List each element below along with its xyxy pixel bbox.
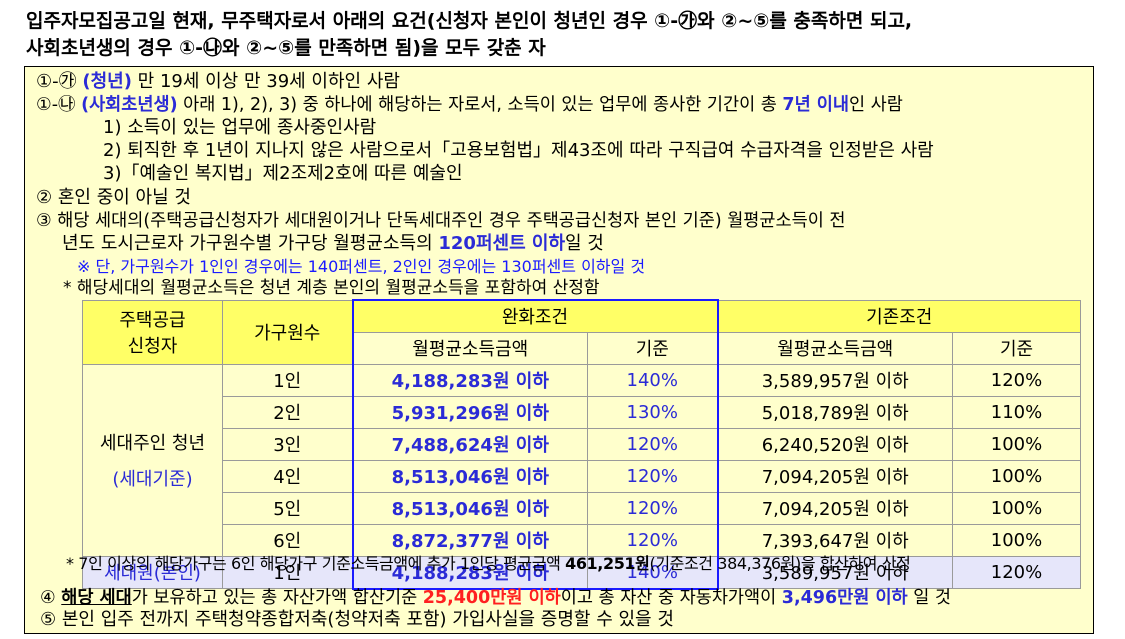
sub-item-2: 2) 퇴직한 후 1년이 지나지 않은 사람으로서「고용보험법」제43조에 따라… xyxy=(103,140,934,161)
relaxed-pct-cell: 140% xyxy=(587,555,719,590)
table-row: 세대주인 청년 (세대기준) 1인 4,188,283원 이하 140% 3,5… xyxy=(82,363,1081,557)
req-3-suffix: 일 것 xyxy=(565,233,604,254)
existing-income-cell: 6,240,520원 이하 xyxy=(717,427,953,461)
heading: 입주자모집공고일 현재, 무주택자로서 아래의 요건(신청자 본인이 청년인 경… xyxy=(26,8,1116,62)
req-1a: ①-㉮ (청년) 만 19세 이상 만 39세 이하인 사람 xyxy=(36,71,400,93)
relaxed-income-cell: 5,931,296원 이하 xyxy=(351,395,588,429)
group-head-member: 세대원(본인) xyxy=(82,555,223,589)
header-applicant-line-2: 신청자 xyxy=(127,336,178,357)
header-relaxed-income: 월평균소득금액 xyxy=(351,331,588,365)
relaxed-income-cell: 7,488,624원 이하 xyxy=(351,427,588,461)
existing-pct-cell: 100% xyxy=(952,459,1081,493)
header-relaxed: 완화조건 xyxy=(351,299,719,333)
relaxed-income-cell: 4,188,283원 이하 xyxy=(351,555,588,590)
req-4-text-2: 이고 총 자산 중 자동차가액이 xyxy=(560,588,782,608)
relaxed-pct-cell: 120% xyxy=(587,491,719,525)
members-cell: 5인 xyxy=(222,491,353,525)
req-4-blue-amount: 3,496만원 이하 xyxy=(781,588,908,608)
table-row: 2인 5,931,296원 이하 130% 5,018,789원 이하 110% xyxy=(83,395,1081,429)
req-4-suffix: 일 것 xyxy=(907,588,951,608)
group-head-youth-sub: (세대기준) xyxy=(112,469,193,490)
heading-line-1: 입주자모집공고일 현재, 무주택자로서 아래의 요건(신청자 본인이 청년인 경… xyxy=(26,10,913,32)
group-head-youth-label: 세대주인 청년 xyxy=(99,433,206,454)
req-3-line-2: 년도 도시근로자 가구원수별 가구당 월평균소득의 120퍼센트 이하일 것 xyxy=(62,233,604,255)
header-relaxed-criteria: 기준 xyxy=(587,331,719,365)
req-1a-label: (청년) xyxy=(82,71,132,92)
relaxed-pct-cell: 120% xyxy=(587,427,719,461)
existing-pct-cell: 120% xyxy=(952,363,1081,397)
seven-note-suffix: 을 합산하여 산정 xyxy=(800,554,911,573)
req-4-red-amount: 25,400만원 이하 xyxy=(422,588,561,608)
relaxed-pct-cell: 120% xyxy=(587,523,719,557)
requirements-box: ①-㉮ (청년) 만 19세 이상 만 39세 이하인 사람 ①-㉯ (사회초년… xyxy=(24,66,1094,634)
req-1b-text: 아래 1), 2), 3) 중 하나에 해당하는 자로서, 소득이 있는 업무에… xyxy=(177,95,783,115)
req-1b: ①-㉯ (사회초년생) 아래 1), 2), 3) 중 하나에 해당하는 자로서… xyxy=(36,94,903,116)
req-1b-label: (사회초년생) xyxy=(81,95,178,115)
table-row: 3인 7,488,624원 이하 120% 6,240,520원 이하 100% xyxy=(83,427,1081,461)
req-1b-suffix: 인 사람 xyxy=(848,95,903,115)
req-1b-highlight: 7년 이내 xyxy=(782,95,849,115)
existing-income-cell: 7,094,205원 이하 xyxy=(717,491,953,525)
members-cell: 4인 xyxy=(222,459,353,493)
relaxed-income-cell: 8,513,046원 이하 xyxy=(351,491,588,525)
req-3-highlight: 120퍼센트 이하 xyxy=(438,233,566,254)
req-4: ④ 해당 세대가 보유하고 있는 총 자산가액 합산기준 25,400만원 이하… xyxy=(40,587,951,609)
table-row: 4인 8,513,046원 이하 120% 7,094,205원 이하 100% xyxy=(83,459,1081,493)
req-5: ⑤ 본인 입주 전까지 주택청약종합저축(청약저축 포함) 가입사실을 증명할 … xyxy=(40,609,674,630)
existing-income-cell: 3,589,957원 이하 xyxy=(717,555,953,589)
req-1a-text: 만 19세 이상 만 39세 이하인 사람 xyxy=(131,71,400,92)
header-existing: 기존조건 xyxy=(717,299,1081,333)
header-applicant-line-1: 주택공급 xyxy=(119,310,186,331)
relaxed-pct-cell: 140% xyxy=(587,363,719,397)
relaxed-income-cell: 8,513,046원 이하 xyxy=(351,459,588,493)
header-existing-criteria: 기준 xyxy=(952,331,1081,365)
req-2: ② 혼인 중이 아닐 것 xyxy=(36,187,191,208)
existing-pct-cell: 100% xyxy=(952,491,1081,525)
existing-pct-cell: 110% xyxy=(952,395,1081,429)
members-cell: 3인 xyxy=(222,427,353,461)
existing-income-cell: 3,589,957원 이하 xyxy=(717,363,953,397)
members-cell: 2인 xyxy=(222,395,353,429)
req-1a-prefix: ①-㉮ xyxy=(36,71,83,92)
existing-income-cell: 5,018,789원 이하 xyxy=(717,395,953,429)
existing-pct-cell: 100% xyxy=(952,523,1081,557)
existing-income-cell: 7,094,205원 이하 xyxy=(717,459,953,493)
req-4-text-1: 가 보유하고 있는 총 자산가액 합산기준 xyxy=(131,588,423,608)
table-row: 5인 8,513,046원 이하 120% 7,094,205원 이하 100% xyxy=(83,491,1081,525)
members-cell: 1인 xyxy=(222,555,353,589)
existing-income-cell: 7,393,647원 이하 xyxy=(717,523,953,557)
members-cell: 6인 xyxy=(222,523,353,557)
relaxed-income-cell: 8,872,377원 이하 xyxy=(351,523,588,557)
relaxed-income-cell: 4,188,283원 이하 xyxy=(351,363,588,397)
sub-item-1: 1) 소득이 있는 업무에 종사중인사람 xyxy=(103,117,377,138)
seven-member-note: * 7인 이상의 해당가구는 6인 해당가구 기준소득금액에 추가 1인당 평균… xyxy=(66,553,911,575)
table-row: 6인 8,872,377원 이하 120% 7,393,647원 이하 100% xyxy=(83,523,1081,557)
existing-pct-cell: 100% xyxy=(952,427,1081,461)
seven-note-amount: 461,251원 xyxy=(565,554,650,573)
relaxed-pct-cell: 120% xyxy=(587,459,719,493)
income-note: * 해당세대의 월평균소득은 청년 계층 본인의 월평균소득을 포함하여 산정함 xyxy=(63,278,600,298)
heading-line-2: 사회초년생의 경우 ①-㉯와 ②~⑤를 만족하면 됨)을 모두 갖춘 자 xyxy=(26,37,546,59)
seven-note-text: * 7인 이상의 해당가구는 6인 해당가구 기준소득금액에 추가 1인당 평균… xyxy=(66,554,566,573)
req-3-line-1: ③ 해당 세대의(주택공급신청자가 세대원이거나 단독세대주인 경우 주택공급신… xyxy=(36,211,846,231)
header-applicant: 주택공급 신청자 xyxy=(82,299,223,365)
relaxed-pct-cell: 130% xyxy=(587,395,719,429)
header-existing-income: 월평균소득금액 xyxy=(717,331,953,365)
header-members: 가구원수 xyxy=(222,299,353,365)
group-head-youth: 세대주인 청년 (세대기준) xyxy=(82,363,223,557)
seven-note-paren: (기준조건 384,376원) xyxy=(649,554,802,573)
req-3-line-2-text: 년도 도시근로자 가구원수별 가구당 월평균소득의 xyxy=(62,233,439,254)
income-table: 주택공급 신청자 가구원수 완화조건 기존조건 월평균소득금액 기준 월평균소득… xyxy=(82,299,1081,590)
members-cell: 1인 xyxy=(222,363,353,397)
req-1b-prefix: ①-㉯ xyxy=(36,95,82,115)
req-4-underlined: 해당 세대 xyxy=(61,588,132,608)
req-3-note: ※ 단, 가구원수가 1인인 경우에는 140퍼센트, 2인인 경우에는 130… xyxy=(77,257,646,276)
table-row: 세대원(본인) 1인 4,188,283원 이하 140% 3,589,957원… xyxy=(82,555,1081,590)
req-4-prefix: ④ xyxy=(40,588,62,608)
existing-pct-cell: 120% xyxy=(952,555,1081,589)
sub-item-3: 3)「예술인 복지법」제2조제2호에 따른 예술인 xyxy=(103,163,463,184)
